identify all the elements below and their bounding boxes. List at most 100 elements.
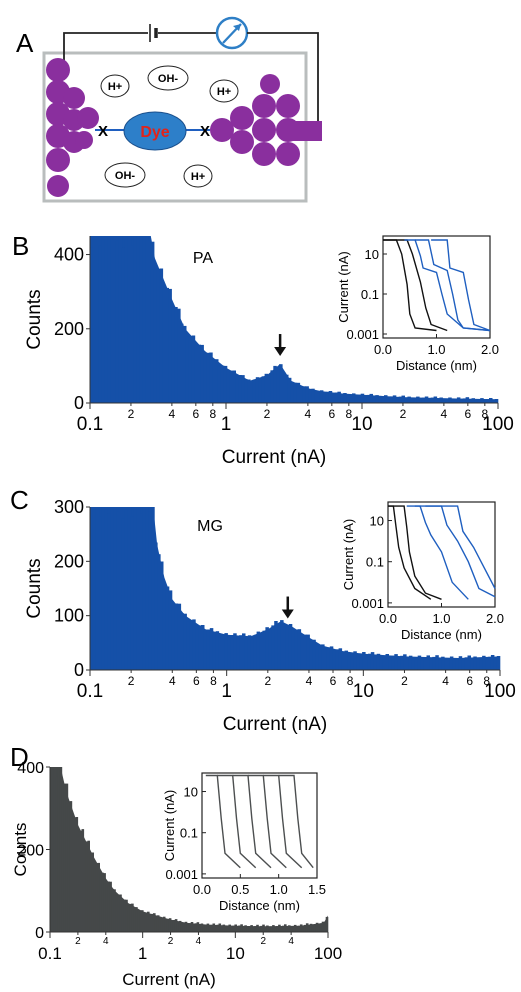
histogram-bar <box>110 236 114 403</box>
panel-b-title: PA <box>193 250 213 267</box>
histogram-bar <box>325 916 329 932</box>
inset-x-tick-label: 0.0 <box>374 342 392 357</box>
histogram-bar <box>208 926 212 932</box>
histogram-bar <box>381 396 385 403</box>
histogram-bar <box>496 656 501 670</box>
y-tick-label: 0 <box>74 393 84 413</box>
histogram-bar <box>116 511 120 670</box>
histogram-bar <box>397 657 401 670</box>
histogram-bar <box>97 862 100 932</box>
histogram-bar <box>226 925 229 932</box>
histogram-bar <box>308 389 312 403</box>
histogram-bar <box>166 918 170 932</box>
histogram-bar <box>400 655 404 670</box>
x-minor-tick-label: 6 <box>464 407 471 421</box>
panel-letter-b: B <box>12 231 29 261</box>
histogram-bar <box>242 926 245 932</box>
histogram-bar <box>220 925 224 932</box>
dye-label: Dye <box>140 124 169 141</box>
histogram-bar <box>125 899 128 932</box>
x-tick-label: 100 <box>482 414 514 435</box>
histogram-bar <box>296 382 301 403</box>
histogram-bar <box>185 336 190 403</box>
histogram-bar <box>258 378 263 403</box>
histogram-bar <box>321 921 325 932</box>
histogram-bar <box>376 653 381 670</box>
histogram-bar <box>271 625 275 670</box>
histogram-bar <box>319 923 323 932</box>
histogram-bar <box>473 656 477 670</box>
histogram-bar <box>420 658 425 670</box>
histogram-bar <box>165 586 170 670</box>
histogram-bar <box>350 652 354 670</box>
histogram-bar <box>367 653 372 670</box>
histogram-bar <box>234 924 237 932</box>
histogram-bar <box>196 922 200 932</box>
histogram-bar <box>217 365 222 403</box>
histogram-bar <box>253 634 258 670</box>
x-minor-tick-label: 4 <box>305 407 312 421</box>
histogram-bar <box>482 655 486 670</box>
histogram-bar <box>375 395 379 403</box>
histogram-bar <box>89 247 94 403</box>
histogram-bar <box>444 659 448 670</box>
histogram-bar <box>360 393 365 403</box>
histogram-bar <box>343 393 347 403</box>
histogram-bar <box>198 625 202 670</box>
histogram-bar <box>398 396 403 403</box>
histogram-bar <box>295 927 299 932</box>
histogram-bar <box>203 353 207 403</box>
histogram-bar <box>311 388 315 403</box>
histogram-bar <box>95 236 99 403</box>
histogram-bar <box>123 899 126 932</box>
histogram-bar <box>297 925 301 932</box>
panel-c-title: MG <box>197 518 223 535</box>
histogram-bar <box>276 366 280 403</box>
histogram-bar <box>191 335 196 403</box>
histogram-bar <box>111 888 114 932</box>
histogram-bar <box>124 238 129 403</box>
ion-h-plus-3: H+ <box>183 164 213 188</box>
x-minor-tick-label: 8 <box>347 674 354 688</box>
histogram-bar <box>99 872 102 932</box>
histogram-bar <box>447 658 451 670</box>
histogram-bar <box>317 924 321 932</box>
histogram-bar <box>413 397 417 403</box>
inset-x-tick-label: 0.5 <box>231 882 249 897</box>
histogram-bar <box>449 656 454 670</box>
histogram-bar <box>87 840 90 932</box>
histogram-bar <box>119 894 122 932</box>
x-minor-tick-label: 4 <box>103 936 109 947</box>
histogram-bar <box>408 655 413 670</box>
histogram-bar <box>212 923 216 932</box>
inset-y-tick-label: 0.001 <box>346 327 379 342</box>
histogram-bar <box>312 639 316 670</box>
histogram-bar <box>456 397 461 403</box>
histogram-bar <box>357 394 362 403</box>
histogram-bar <box>274 621 278 670</box>
x-minor-tick-label: 4 <box>288 936 294 947</box>
inset-trace <box>388 505 442 600</box>
histogram-bar <box>273 365 277 403</box>
histogram-bar <box>188 923 192 932</box>
left-electrode <box>46 58 99 197</box>
histogram-bar <box>286 926 289 932</box>
histogram-bar <box>93 863 96 932</box>
histogram-bar <box>148 240 152 403</box>
histogram-bar <box>133 236 137 403</box>
histogram-bar <box>153 269 158 403</box>
histogram-bar <box>421 397 426 403</box>
x-tick-label: 10 <box>353 681 374 702</box>
histogram-bar <box>309 923 313 932</box>
histogram-bar <box>119 507 123 670</box>
histogram-bar <box>174 919 178 932</box>
histogram-bar <box>477 399 481 403</box>
linker-x-right: X <box>200 123 210 140</box>
inset-trace <box>248 774 287 869</box>
histogram-bar <box>280 927 283 932</box>
histogram-bar <box>124 509 129 670</box>
x-minor-tick-label: 2 <box>400 407 407 421</box>
x-tick-label: 10 <box>226 944 245 963</box>
histogram-bar <box>172 920 176 932</box>
